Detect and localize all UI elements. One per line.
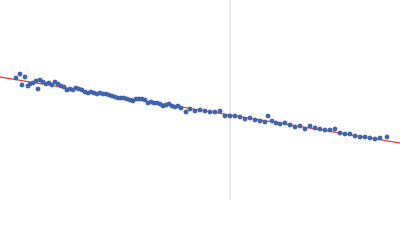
data-point — [217, 108, 223, 114]
data-point — [227, 113, 233, 119]
data-point — [35, 86, 41, 92]
data-point — [357, 134, 363, 140]
data-point — [384, 134, 390, 140]
data-point — [197, 107, 203, 113]
data-point — [317, 126, 323, 132]
data-point — [232, 113, 238, 119]
data-point — [49, 82, 55, 88]
data-point — [192, 108, 198, 114]
data-point — [327, 127, 333, 133]
data-point — [242, 116, 248, 122]
data-point — [187, 106, 193, 112]
data-point — [19, 82, 25, 88]
data-point — [178, 105, 184, 111]
data-point — [262, 119, 268, 125]
data-point — [142, 97, 148, 103]
data-point — [17, 71, 23, 77]
data-point — [277, 121, 283, 127]
data-point — [22, 74, 28, 80]
data-point — [207, 109, 213, 115]
data-point — [367, 135, 373, 141]
data-point — [352, 133, 358, 139]
data-point — [347, 131, 353, 137]
data-point — [202, 108, 208, 114]
data-point — [287, 122, 293, 128]
data-point — [372, 136, 378, 142]
data-point — [282, 120, 288, 126]
data-point — [322, 127, 328, 133]
data-point — [265, 113, 271, 119]
data-point — [312, 125, 318, 131]
data-point — [247, 115, 253, 121]
data-point — [342, 131, 348, 137]
data-point — [362, 134, 368, 140]
data-point — [222, 113, 228, 119]
data-point — [292, 124, 298, 130]
data-point — [183, 109, 189, 115]
data-point — [302, 126, 308, 132]
data-point — [269, 118, 275, 124]
data-point — [252, 117, 258, 123]
data-point — [297, 123, 303, 129]
data-point — [337, 130, 343, 136]
data-point — [257, 118, 263, 124]
chart — [0, 0, 400, 200]
data-point — [237, 114, 243, 120]
data-point — [377, 135, 383, 141]
data-point — [212, 109, 218, 115]
data-point — [273, 120, 279, 126]
data-point — [307, 123, 313, 129]
data-point — [33, 78, 39, 84]
data-point — [332, 126, 338, 132]
data-point — [61, 84, 67, 90]
data-point — [13, 75, 19, 81]
